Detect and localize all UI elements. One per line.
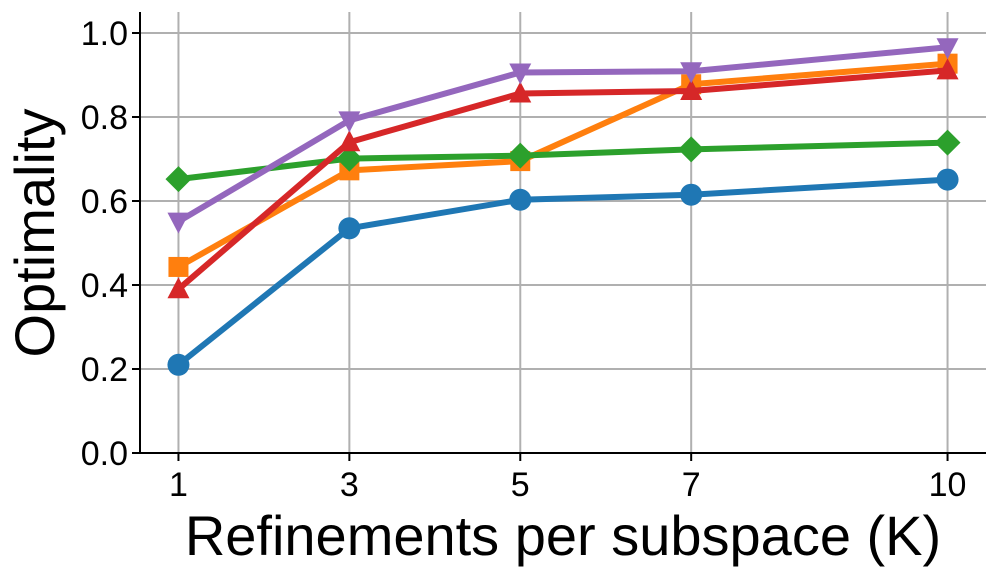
data-point xyxy=(509,81,532,103)
data-point xyxy=(167,212,190,234)
y-tick-label: 0.6 xyxy=(81,183,128,221)
data-point xyxy=(936,168,959,191)
axes xyxy=(139,12,986,454)
y-tick-label: 1.0 xyxy=(81,15,128,53)
data-point xyxy=(509,188,532,211)
x-tick-label: 7 xyxy=(682,466,701,504)
x-tick-label: 3 xyxy=(340,466,359,504)
data-point xyxy=(165,166,192,193)
series-line xyxy=(175,67,951,293)
x-tick-label: 5 xyxy=(511,466,530,504)
y-axis-title: Optimality xyxy=(3,109,66,358)
series-group xyxy=(165,129,961,193)
data-point xyxy=(167,277,190,299)
y-tick-label: 0.4 xyxy=(81,267,128,305)
ticks: 1 3 5 7 10 0.0 0.2 0.4 0.6 0.8 1.0 xyxy=(81,15,967,504)
data-point xyxy=(338,111,361,133)
y-tick-label: 0.2 xyxy=(81,351,128,389)
data-point xyxy=(936,58,959,80)
x-tick-label: 1 xyxy=(169,466,188,504)
data-point xyxy=(936,38,959,60)
data-point xyxy=(934,129,961,156)
data-point xyxy=(336,145,363,172)
x-tick-label: 10 xyxy=(929,466,967,504)
data-point xyxy=(168,256,189,277)
y-tick-label: 0.0 xyxy=(81,435,128,473)
x-axis-title: Refinements per subspace (K) xyxy=(185,504,941,567)
data-point xyxy=(338,130,361,152)
y-tick-label: 0.8 xyxy=(81,99,128,137)
data-point xyxy=(678,136,705,163)
series-group xyxy=(167,58,959,299)
data-point xyxy=(680,183,703,206)
series-line xyxy=(175,176,951,368)
data-point xyxy=(680,62,703,84)
series xyxy=(165,38,961,376)
series-group xyxy=(167,168,959,376)
data-point xyxy=(167,353,190,376)
data-point xyxy=(507,142,534,169)
data-point xyxy=(338,217,361,240)
series-line xyxy=(175,139,951,183)
series-group xyxy=(167,38,959,234)
data-point xyxy=(509,63,532,85)
data-point xyxy=(680,78,703,100)
